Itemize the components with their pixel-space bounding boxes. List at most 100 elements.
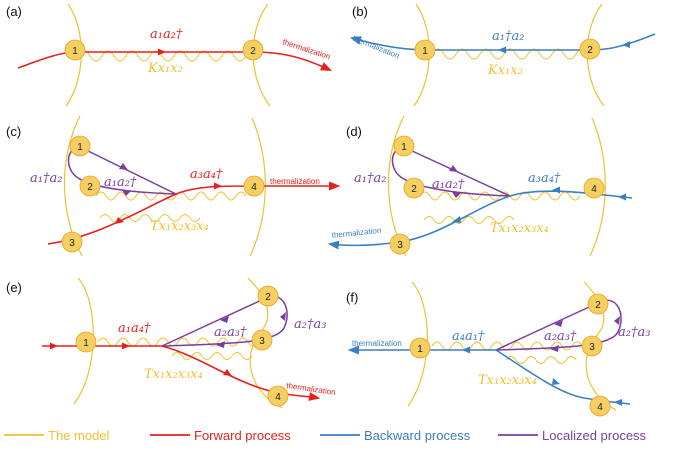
legend-item-backward: Backward process: [320, 428, 471, 443]
localized-arrow: [550, 345, 559, 352]
node-4: 4: [589, 395, 611, 417]
model-wave: [431, 48, 589, 60]
forward-path: [42, 345, 321, 401]
backward-arrow: [452, 216, 461, 223]
forward-arrow: [223, 369, 232, 376]
svg-text:4: 4: [597, 402, 603, 413]
coupling-label: Tx₁x₂x₃x₄: [150, 219, 209, 234]
node-3: 3: [61, 231, 83, 253]
panel-b: (b) 1 2 a₁†a₂ Kx₁x₂ thermalization: [349, 3, 656, 107]
backward-path: [327, 190, 633, 250]
operator-label: a₃a₄†: [190, 167, 223, 182]
model-wave: [95, 191, 247, 201]
localized-loop: [495, 299, 622, 351]
svg-text:1: 1: [401, 142, 407, 153]
backward-arrow: [462, 346, 470, 354]
operator-label: a₄a₁†: [452, 329, 485, 344]
svg-text:4: 4: [275, 392, 281, 403]
svg-text:1: 1: [422, 46, 428, 57]
legend: The model Forward process Backward proce…: [4, 428, 647, 443]
panel-d: (d) 1 2 3 4 a₁†a₂ a₁a₂† a₃a₄† Tx₁x₂x₃: [327, 115, 633, 257]
svg-text:1: 1: [77, 142, 83, 153]
localized-arrow: [119, 163, 128, 170]
svg-text:1: 1: [83, 338, 89, 349]
node-3: 3: [251, 329, 273, 351]
thermalization-label: thermalization: [281, 37, 331, 61]
coupling-label: Tx₁x₂x₃x₄: [144, 367, 203, 382]
node-1: 1: [64, 39, 86, 61]
node-1: 1: [69, 135, 91, 157]
model-wave: [423, 216, 515, 224]
operator-label: a₂a₃†: [544, 329, 577, 344]
svg-text:2: 2: [411, 184, 417, 195]
svg-text:1: 1: [72, 46, 78, 57]
svg-text:3: 3: [259, 336, 265, 347]
backward-arrow: [552, 186, 560, 194]
svg-text:2: 2: [587, 45, 593, 56]
panel-label-b: (b): [352, 4, 368, 19]
legend-item-localized: Localized process: [498, 428, 647, 443]
svg-text:4: 4: [251, 182, 257, 193]
svg-text:2: 2: [595, 300, 601, 311]
node-2: 2: [403, 177, 425, 199]
operator-label: a₁a₂†: [104, 175, 137, 190]
panel-label-f: (f): [346, 290, 358, 305]
svg-text:2: 2: [265, 292, 271, 303]
model-wave: [171, 352, 253, 360]
coupling-label: Kx₁x₂: [147, 61, 183, 76]
model-wave: [431, 341, 593, 351]
model-wave: [97, 337, 259, 347]
localized-arrow: [220, 316, 229, 323]
node-1: 1: [75, 331, 97, 353]
node-4: 4: [267, 385, 289, 407]
coupling-label: Tx₁x₂x₃x₄: [478, 373, 537, 388]
operator-label: a₁a₄†: [118, 321, 151, 336]
node-4: 4: [583, 177, 605, 199]
localized-arrow: [216, 341, 225, 348]
node-3: 3: [581, 335, 603, 357]
operator-label: a₁a₂†: [150, 27, 183, 42]
localized-arrow: [452, 192, 461, 198]
legend-item-forward: Forward process: [150, 428, 291, 443]
forward-arrow: [50, 342, 58, 350]
model-wave: [505, 356, 577, 364]
svg-text:The model: The model: [48, 428, 110, 443]
node-1: 1: [409, 337, 431, 359]
operator-label: a₁†a₂: [354, 171, 386, 186]
svg-text:2: 2: [87, 182, 93, 193]
panel-e: (e) 1 2 3 4 a₁a₄† a₂a₃† a₂†a₃ Tx: [6, 277, 336, 409]
operator-label: a₁†a₂: [30, 171, 62, 186]
forward-arrow: [115, 217, 124, 224]
coupling-label: Tx₁x₂x₃x₄: [490, 221, 549, 236]
node-1: 1: [393, 135, 415, 157]
svg-text:3: 3: [589, 342, 595, 353]
backward-arrow: [618, 193, 626, 201]
localized-arrow: [280, 312, 286, 321]
svg-text:Localized process: Localized process: [542, 428, 647, 443]
localized-arrow: [554, 320, 563, 327]
operator-label: a₂a₃†: [214, 325, 247, 340]
coupling-label: Kx₁x₂: [487, 63, 523, 78]
panel-a: (a) 1 2 a₁a₂† Kx₁x₂ thermalization: [6, 3, 333, 107]
svg-text:3: 3: [397, 240, 403, 251]
forward-arrow: [214, 182, 222, 190]
backward-arrow: [552, 378, 560, 385]
localized-arrow: [122, 190, 131, 196]
backward-arrow: [614, 399, 622, 406]
operator-label: a₁a₂†: [432, 177, 465, 192]
svg-text:Backward process: Backward process: [364, 428, 471, 443]
panel-label-e: (e): [6, 280, 22, 295]
forward-path: [47, 181, 341, 245]
panel-label-c: (c): [6, 124, 21, 139]
node-3: 3: [389, 233, 411, 255]
backward-path: [349, 33, 656, 51]
node-2: 2: [587, 293, 609, 315]
node-2: 2: [257, 285, 279, 307]
panel-label-d: (d): [346, 124, 362, 139]
thermalization-label: thermalization: [270, 177, 320, 186]
thermalization-label: thermalization: [352, 339, 402, 348]
svg-text:1: 1: [417, 344, 423, 355]
operator-label: a₃a₄†: [528, 171, 561, 186]
localized-arrow: [614, 316, 620, 325]
